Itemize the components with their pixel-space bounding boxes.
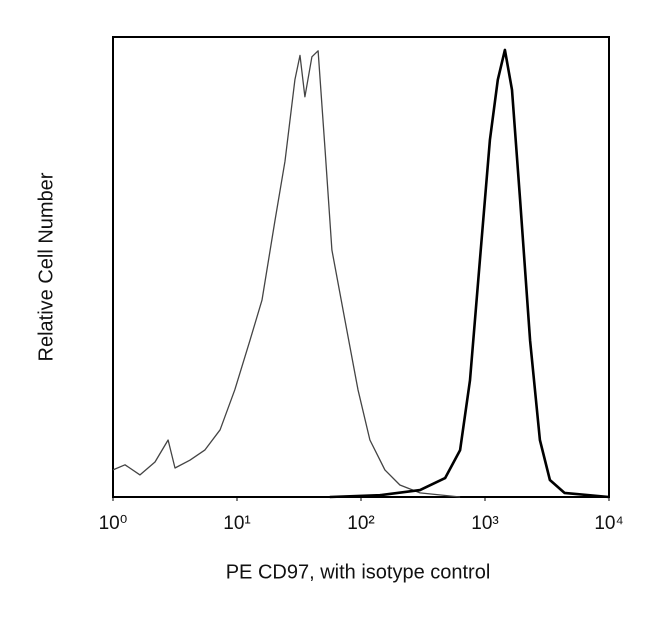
x-tick-label: 10³: [471, 513, 498, 534]
x-tick-label: 10¹: [223, 513, 250, 534]
x-tick-label: 10⁴: [594, 513, 623, 534]
x-tick-label: 10²: [347, 513, 374, 534]
histogram-line: [329, 48, 610, 499]
x-tick-label: 10⁰: [99, 513, 128, 534]
plot-frame: [112, 36, 610, 498]
histogram-line: [112, 50, 461, 498]
y-axis-label: Relative Cell Number: [35, 172, 57, 361]
x-axis-label: PE CD97, with isotype control: [226, 561, 491, 583]
